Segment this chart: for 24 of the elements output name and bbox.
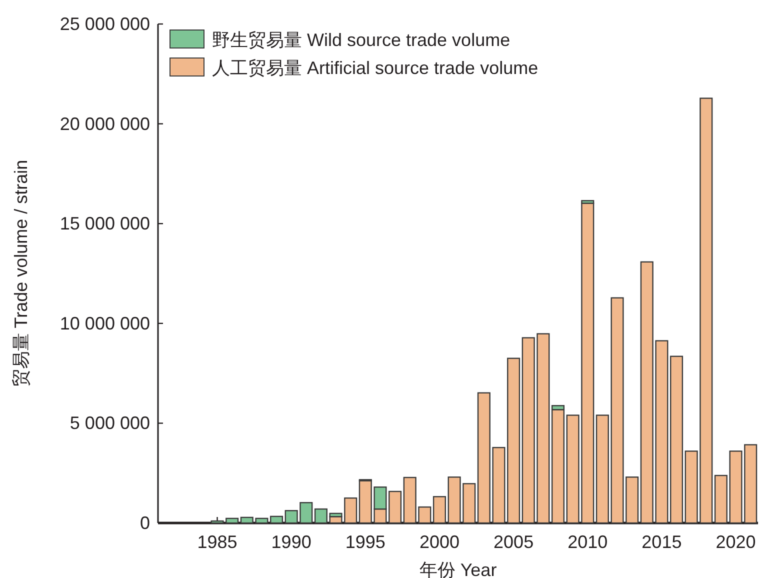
y-tick-label: 0 — [140, 513, 150, 533]
x-tick-label: 2005 — [494, 532, 534, 552]
x-tick-label: 2000 — [419, 532, 460, 552]
bar — [314, 508, 328, 524]
x-tick-label: 1990 — [271, 532, 312, 552]
x-tick-label: 2015 — [642, 532, 682, 552]
bar — [432, 496, 446, 524]
y-tick-label: 20 000 000 — [60, 114, 150, 134]
x-tick-label: 1995 — [345, 532, 386, 552]
bar — [388, 490, 402, 524]
bar — [670, 356, 684, 524]
legend-label: 野生贸易量 Wild source trade volume — [212, 30, 510, 50]
x-tick-label: 2020 — [716, 532, 756, 552]
bar — [714, 474, 728, 524]
legend-label: 人工贸易量 Artificial source trade volume — [212, 58, 538, 78]
x-tick-label: 1985 — [197, 532, 238, 552]
y-tick-label: 25 000 000 — [60, 14, 150, 34]
x-tick-label: 2010 — [568, 532, 608, 552]
y-tick-label: 10 000 000 — [60, 313, 150, 334]
bar — [551, 409, 565, 524]
y-tick-label: 5 000 000 — [70, 413, 150, 434]
bar — [270, 516, 284, 524]
y-tick-label: 15 000 000 — [60, 214, 150, 234]
y-axis-title: 贸易量 Trade volume / strain — [11, 160, 31, 388]
